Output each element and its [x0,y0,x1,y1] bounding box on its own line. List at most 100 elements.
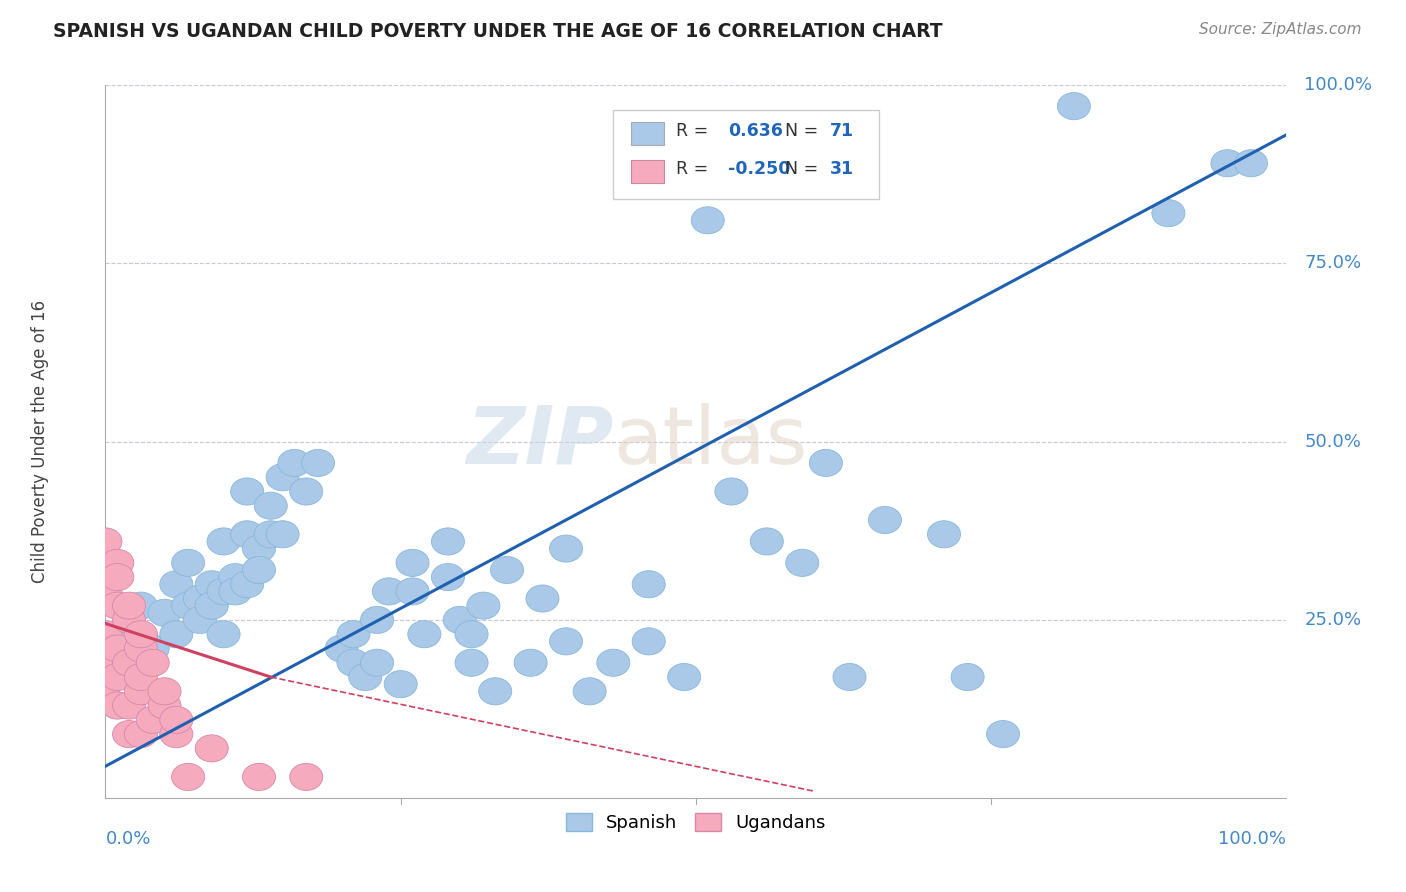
Ellipse shape [478,678,512,705]
Ellipse shape [432,564,464,591]
Text: 50.0%: 50.0% [1305,433,1361,450]
Ellipse shape [195,592,228,619]
Ellipse shape [195,571,228,598]
Ellipse shape [172,549,205,576]
Ellipse shape [101,549,134,576]
Ellipse shape [596,649,630,676]
Ellipse shape [633,571,665,598]
Ellipse shape [160,721,193,747]
Ellipse shape [633,628,665,655]
Ellipse shape [290,478,323,505]
Ellipse shape [124,621,157,648]
Ellipse shape [360,649,394,676]
Ellipse shape [112,649,146,676]
Bar [631,160,664,183]
Ellipse shape [266,521,299,548]
Ellipse shape [124,635,157,662]
Ellipse shape [231,478,264,505]
Ellipse shape [124,592,157,619]
Ellipse shape [396,549,429,576]
Ellipse shape [112,621,146,648]
Ellipse shape [148,678,181,705]
Text: 25.0%: 25.0% [1305,611,1361,629]
Text: atlas: atlas [613,402,807,481]
Text: 75.0%: 75.0% [1305,254,1361,272]
Ellipse shape [112,607,146,633]
Ellipse shape [148,599,181,626]
Ellipse shape [160,621,193,648]
Ellipse shape [89,528,122,555]
Ellipse shape [408,621,441,648]
Ellipse shape [160,706,193,733]
Ellipse shape [101,692,134,719]
Text: -0.250: -0.250 [728,160,790,178]
Ellipse shape [574,678,606,705]
Ellipse shape [550,628,582,655]
Ellipse shape [101,564,134,591]
Ellipse shape [515,649,547,676]
Ellipse shape [692,207,724,234]
Ellipse shape [751,528,783,555]
Text: 0.0%: 0.0% [105,830,150,848]
Ellipse shape [432,528,464,555]
Ellipse shape [266,464,299,491]
Ellipse shape [337,621,370,648]
Ellipse shape [1211,150,1244,177]
Ellipse shape [869,507,901,533]
Ellipse shape [456,621,488,648]
Text: 71: 71 [830,122,853,140]
Ellipse shape [467,592,501,619]
Ellipse shape [101,592,134,619]
Ellipse shape [124,678,157,705]
Text: SPANISH VS UGANDAN CHILD POVERTY UNDER THE AGE OF 16 CORRELATION CHART: SPANISH VS UGANDAN CHILD POVERTY UNDER T… [53,22,943,41]
Ellipse shape [219,564,252,591]
Ellipse shape [373,578,405,605]
Ellipse shape [810,450,842,476]
Ellipse shape [384,671,418,698]
Ellipse shape [112,692,146,719]
Ellipse shape [207,528,240,555]
Ellipse shape [786,549,818,576]
Ellipse shape [136,706,169,733]
Text: N =: N = [785,160,818,178]
Ellipse shape [89,621,122,648]
Text: 31: 31 [830,160,853,178]
Ellipse shape [714,478,748,505]
Ellipse shape [254,492,287,519]
Ellipse shape [231,521,264,548]
Bar [631,122,664,145]
Ellipse shape [278,450,311,476]
Ellipse shape [89,578,122,605]
Ellipse shape [526,585,560,612]
Text: 0.636: 0.636 [728,122,783,140]
Legend: Spanish, Ugandans: Spanish, Ugandans [560,805,832,839]
Text: N =: N = [785,122,818,140]
Ellipse shape [1152,200,1185,227]
Ellipse shape [668,664,700,690]
Ellipse shape [89,685,122,712]
Ellipse shape [112,721,146,747]
Ellipse shape [254,521,287,548]
Ellipse shape [396,578,429,605]
Ellipse shape [183,585,217,612]
Ellipse shape [832,664,866,690]
Text: ZIP: ZIP [465,402,613,481]
Ellipse shape [136,635,169,662]
Ellipse shape [112,592,146,619]
Ellipse shape [89,657,122,683]
Ellipse shape [950,664,984,690]
Ellipse shape [136,649,169,676]
Ellipse shape [242,764,276,790]
Text: 100.0%: 100.0% [1219,830,1286,848]
Ellipse shape [987,721,1019,747]
Ellipse shape [1057,93,1091,120]
Ellipse shape [207,578,240,605]
Ellipse shape [325,635,359,662]
Ellipse shape [124,721,157,747]
Ellipse shape [290,764,323,790]
Ellipse shape [231,571,264,598]
Ellipse shape [456,649,488,676]
Ellipse shape [207,621,240,648]
Ellipse shape [172,592,205,619]
Ellipse shape [219,578,252,605]
